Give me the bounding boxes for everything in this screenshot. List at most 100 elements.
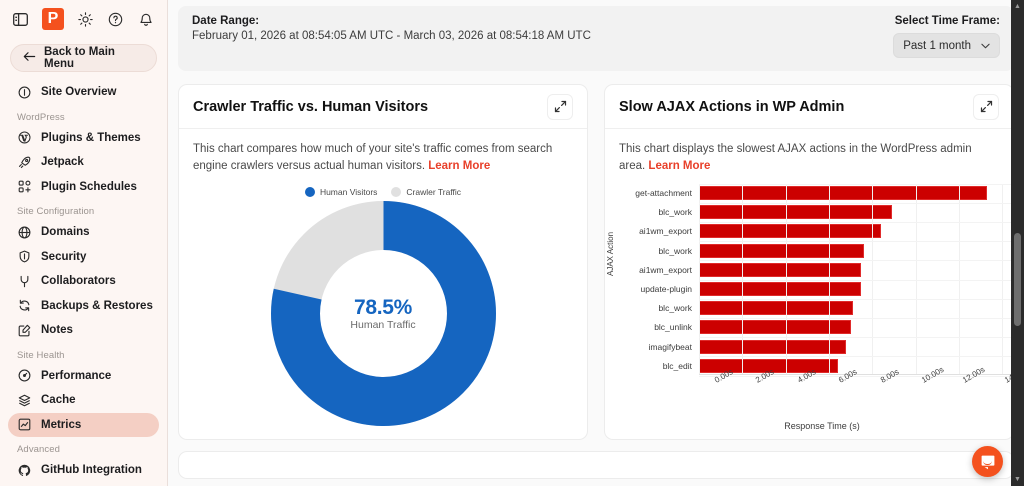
bar-chart-row: ai1wm_export (625, 260, 1013, 279)
sidebar-item-label: Plugin Schedules (41, 180, 137, 193)
learn-more-link[interactable]: Learn More (648, 160, 711, 173)
sidebar-item-label: Collaborators (41, 275, 116, 288)
shield-icon (17, 250, 31, 264)
back-to-main-menu-label: Back to Main Menu (44, 46, 115, 70)
scrollbar-thumb[interactable] (1014, 233, 1021, 326)
legend-label: Crawler Traffic (406, 186, 462, 197)
card-description-text: This chart compares how much of your sit… (193, 143, 553, 173)
bar-category-label: ai1wm_export (639, 264, 692, 275)
bar[interactable] (699, 262, 862, 277)
card-header: Crawler Traffic vs. Human Visitors (179, 85, 587, 129)
crawler-vs-human-card: Crawler Traffic vs. Human Visitors This … (178, 84, 588, 440)
sidebar-item-label: Notes (41, 324, 73, 337)
learn-more-link[interactable]: Learn More (428, 160, 491, 173)
intercom-chat-icon[interactable] (972, 446, 1003, 477)
sidebar-item-jetpack[interactable]: Jetpack (8, 150, 159, 175)
theme-sun-icon[interactable] (77, 11, 94, 28)
page-scrollbar[interactable]: ▲ ▼ (1011, 0, 1024, 486)
sidebar-topbar: P (0, 0, 167, 38)
legend-item-human-visitors[interactable]: Human Visitors (304, 186, 378, 197)
bar-chart-row: blc_work (625, 299, 1013, 318)
sidebar-item-label: Backups & Restores (41, 299, 153, 312)
bar-category-label: ai1wm_export (639, 226, 692, 237)
date-range-header: Date Range: February 01, 2026 at 08:54:0… (178, 6, 1014, 71)
card-description: This chart displays the slowest AJAX act… (605, 129, 1013, 176)
sidebar-item-label: Security (41, 250, 87, 263)
bar-chart-row: update-plugin (625, 279, 1013, 298)
main-content: Date Range: February 01, 2026 at 08:54:0… (168, 0, 1024, 486)
bar[interactable] (699, 320, 851, 335)
sidebar: P (0, 0, 168, 486)
sidebar-item-label: Cache (41, 394, 76, 407)
bar[interactable] (699, 243, 864, 258)
bar-chart-row: get-attachment (625, 184, 1013, 203)
notifications-bell-icon[interactable] (137, 11, 154, 28)
bar-chart-plot: get-attachment blc_work ai1wm_export blc_wo… (611, 183, 1013, 377)
bar-category-label: blc_unlink (654, 322, 692, 333)
sidebar-item-metrics[interactable]: Metrics (8, 412, 159, 437)
back-to-main-menu-button[interactable]: Back to Main Menu (10, 44, 157, 72)
sidebar-item-label: Performance (41, 369, 112, 382)
sidebar-item-label: Metrics (41, 418, 82, 431)
expand-diagonal-icon[interactable] (547, 93, 573, 120)
sidebar-item-notes[interactable]: Notes (8, 318, 159, 343)
bar-category-label: blc_work (658, 245, 692, 256)
bar[interactable] (699, 282, 862, 297)
sidebar-item-domains[interactable]: Domains (8, 220, 159, 245)
expand-diagonal-icon[interactable] (973, 93, 999, 120)
pressable-logo[interactable]: P (42, 8, 64, 30)
refresh-icon (17, 299, 31, 313)
time-frame-select[interactable]: Past 1 month (893, 33, 1000, 58)
time-frame-block: Select Time Frame: Past 1 month (893, 15, 1000, 58)
sidebar-item-security[interactable]: Security (8, 245, 159, 270)
bar-track (699, 260, 1013, 279)
bar[interactable] (699, 186, 987, 201)
slow-ajax-actions-card: Slow AJAX Actions in WP Admin This chart… (604, 84, 1014, 440)
sidebar-item-collaborators[interactable]: Collaborators (8, 269, 159, 294)
bar-chart-rows: get-attachment blc_work ai1wm_export blc_wo… (625, 184, 1013, 376)
sidebar-group-advanced: Advanced (17, 444, 61, 455)
donut-percent-value: 78.5% (353, 295, 413, 319)
sidebar-item-plugins-themes[interactable]: Plugins & Themes (8, 126, 159, 151)
date-range-label: Date Range: (192, 15, 260, 27)
sidebar-item-label: Domains (41, 226, 90, 239)
sidebar-item-site-tools[interactable]: Site Tools › (8, 483, 159, 486)
scroll-up-arrow-icon[interactable]: ▲ (1014, 3, 1021, 10)
sidebar-item-cache[interactable]: Cache (8, 388, 159, 413)
legend-label: Human Visitors (319, 186, 378, 197)
bar-chart-row: blc_unlink (625, 318, 1013, 337)
bar[interactable] (699, 339, 847, 354)
sidebar-item-github-integration[interactable]: GitHub Integration (8, 458, 159, 483)
chart-line-icon (17, 418, 31, 432)
bar-chart-row: ai1wm_export (625, 222, 1013, 241)
bar[interactable] (699, 301, 853, 316)
jetpack-rocket-icon (17, 155, 31, 169)
bar[interactable] (699, 224, 881, 239)
sidebar-item-backups-restores[interactable]: Backups & Restores (8, 294, 159, 319)
bar-chart-row: blc_work (625, 241, 1013, 260)
bar[interactable] (699, 205, 892, 220)
note-edit-icon (17, 323, 31, 337)
sidebar-item-plugin-schedules[interactable]: Plugin Schedules (8, 175, 159, 200)
date-range-value: February 01, 2026 at 08:54:05 AM UTC - M… (192, 30, 591, 42)
bar-category-label: blc_work (658, 207, 692, 218)
users-icon (17, 274, 31, 288)
sidebar-item-label: Plugins & Themes (41, 131, 141, 144)
bar-category-label: get-attachment (635, 188, 692, 199)
bar-track (699, 222, 1013, 241)
card-title: Crawler Traffic vs. Human Visitors (193, 98, 429, 115)
bar-category-label: blc_edit (662, 360, 692, 371)
card-description: This chart compares how much of your sit… (179, 129, 587, 176)
sidebar-item-site-overview[interactable]: Site Overview (8, 80, 159, 105)
bar-chart-row: blc_work (625, 203, 1013, 222)
sidebar-toggle-icon[interactable] (12, 11, 29, 28)
time-frame-value: Past 1 month (903, 39, 971, 52)
help-circle-icon[interactable] (107, 11, 124, 28)
sidebar-item-performance[interactable]: Performance (8, 364, 159, 389)
legend-item-crawler-traffic[interactable]: Crawler Traffic (391, 186, 462, 197)
donut-svg (270, 200, 496, 426)
sidebar-item-label: Site Overview (41, 86, 117, 99)
scroll-down-arrow-icon[interactable]: ▼ (1014, 476, 1021, 483)
donut-center-label: 78.5% Human Traffic (271, 201, 496, 426)
